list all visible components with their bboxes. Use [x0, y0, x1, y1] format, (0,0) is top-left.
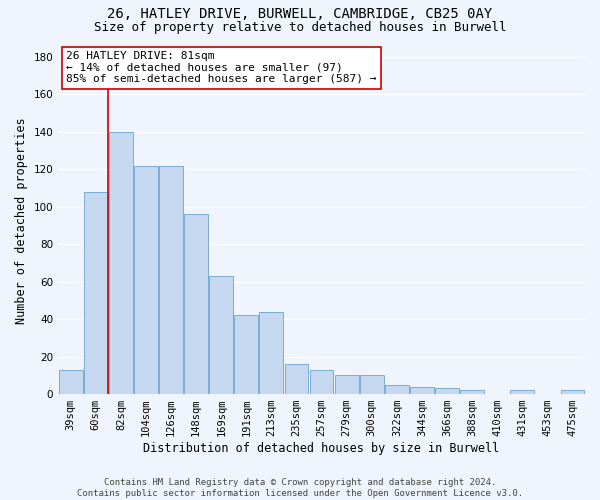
Text: Contains HM Land Registry data © Crown copyright and database right 2024.
Contai: Contains HM Land Registry data © Crown c…	[77, 478, 523, 498]
Bar	[460, 390, 484, 394]
Bar	[511, 390, 534, 394]
Bar	[109, 132, 133, 394]
Text: 26 HATLEY DRIVE: 81sqm
← 14% of detached houses are smaller (97)
85% of semi-det: 26 HATLEY DRIVE: 81sqm ← 14% of detached…	[66, 51, 377, 84]
Bar	[360, 376, 383, 394]
Bar	[284, 364, 308, 394]
Bar	[184, 214, 208, 394]
X-axis label: Distribution of detached houses by size in Burwell: Distribution of detached houses by size …	[143, 442, 500, 455]
Bar	[310, 370, 334, 394]
Bar	[410, 386, 434, 394]
Bar	[259, 312, 283, 394]
Bar	[335, 376, 359, 394]
Y-axis label: Number of detached properties: Number of detached properties	[15, 118, 28, 324]
Bar	[84, 192, 108, 394]
Bar	[209, 276, 233, 394]
Bar	[134, 166, 158, 394]
Text: Size of property relative to detached houses in Burwell: Size of property relative to detached ho…	[94, 21, 506, 34]
Bar	[385, 384, 409, 394]
Bar	[159, 166, 183, 394]
Bar	[59, 370, 83, 394]
Text: 26, HATLEY DRIVE, BURWELL, CAMBRIDGE, CB25 0AY: 26, HATLEY DRIVE, BURWELL, CAMBRIDGE, CB…	[107, 8, 493, 22]
Bar	[235, 316, 258, 394]
Bar	[435, 388, 459, 394]
Bar	[560, 390, 584, 394]
